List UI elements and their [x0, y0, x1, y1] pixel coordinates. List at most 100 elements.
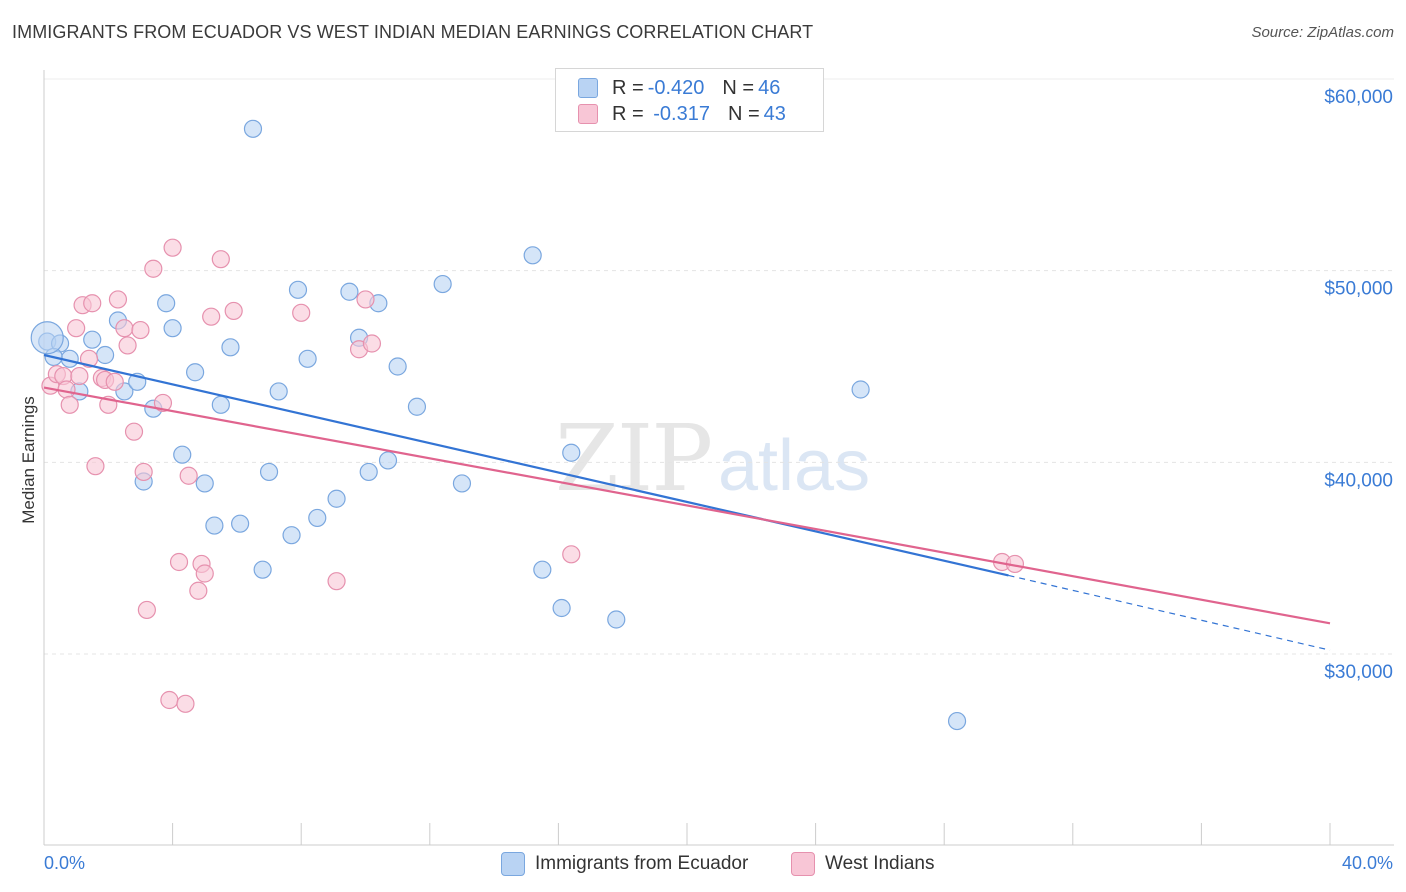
ecuador-point: [552, 598, 571, 618]
ecuador-point: [433, 274, 452, 294]
ecuador-point: [205, 516, 224, 535]
n-label: N =: [727, 102, 760, 125]
ecuador-point: [163, 319, 182, 338]
ecuador-point: [243, 119, 263, 138]
ecuador-point: [173, 445, 192, 464]
westindian-point: [292, 303, 311, 322]
stats-legend-row-ecuador: R = -0.420 N = 46: [578, 76, 780, 100]
ecuador-point: [253, 560, 272, 579]
ecuador-point: [407, 397, 427, 416]
westindian-point: [86, 457, 105, 476]
westindian-point: [224, 301, 243, 321]
ecuador-point: [195, 474, 214, 493]
westindian-point: [211, 250, 230, 269]
ecuador-point: [269, 382, 288, 401]
westindian-point: [356, 290, 375, 309]
ecuador-point: [30, 321, 64, 355]
westindian-point: [124, 422, 144, 441]
ecuador-point: [533, 560, 552, 579]
westindian-point: [79, 349, 99, 368]
ecuador-point: [308, 508, 327, 528]
trend-lines: [43, 353, 1331, 651]
ecuador-swatch-icon: [578, 78, 598, 98]
r-label: R =: [612, 76, 644, 99]
legend-item-ecuador: Immigrants from Ecuador: [501, 852, 748, 876]
watermark-atlas: atlas: [718, 426, 871, 506]
westindian-point: [179, 466, 198, 485]
westindian-point: [202, 307, 221, 326]
legend-label-ecuador: Immigrants from Ecuador: [535, 853, 749, 874]
watermark-zip: ZIP: [555, 405, 713, 512]
westindian-point: [137, 600, 156, 620]
westindian-point: [67, 319, 86, 338]
westindian-point: [108, 290, 128, 309]
grid-lines: [44, 78, 1394, 655]
westindian-point: [83, 294, 102, 313]
y-tick-label: $40,000: [1324, 470, 1393, 491]
ecuador-point: [221, 338, 240, 357]
stats-legend-row-westindian: R = -0.317 N = 43: [578, 102, 786, 126]
westindian-point: [195, 564, 214, 583]
axes: [43, 70, 1394, 846]
ecuador-point: [523, 246, 542, 265]
ecuador-point: [327, 489, 346, 508]
ecuador-point: [388, 357, 407, 376]
westindian-point: [115, 319, 134, 338]
x-tick-label: 40.0%: [1342, 853, 1393, 873]
ecuador-point: [359, 462, 378, 482]
n-value: 46: [758, 76, 781, 99]
westindian-point: [60, 395, 79, 414]
westindian-point: [163, 238, 182, 257]
ecuador-point: [282, 526, 301, 545]
y-tick-label: $30,000: [1324, 662, 1393, 683]
source-label: Source: ZipAtlas.com: [1251, 24, 1394, 41]
n-label: N =: [722, 76, 755, 99]
westindian-point: [189, 581, 208, 600]
westindian-swatch-icon: [578, 104, 598, 124]
westindian-point: [70, 366, 89, 386]
ecuador-trend-line: [43, 353, 1009, 577]
ecuador-point: [231, 514, 250, 533]
westindian-point: [134, 462, 153, 482]
series-legend: Immigrants from Ecuador West Indians: [0, 852, 1406, 878]
n-value: 43: [763, 102, 786, 125]
ecuador-point: [157, 294, 176, 313]
r-value: -0.317: [647, 102, 710, 125]
ecuador-point: [186, 363, 205, 382]
westindian-point: [327, 572, 346, 591]
y-tick-label: $50,000: [1324, 279, 1393, 300]
ecuador-point: [851, 380, 870, 399]
y-axis-label: Median Earnings: [19, 396, 38, 524]
stats-legend: R = -0.420 N = 46 R = -0.317 N = 43: [555, 68, 824, 132]
r-label: R =: [612, 102, 644, 125]
legend-label-westindian: West Indians: [825, 853, 935, 874]
y-tick-label: $60,000: [1324, 87, 1393, 108]
ecuador-point: [340, 282, 359, 301]
westindian-trend-line: [43, 386, 1331, 625]
legend-item-westindian: West Indians: [791, 852, 934, 876]
ecuador-trend-extension: [1008, 574, 1331, 651]
r-value: -0.420: [647, 76, 705, 99]
westindian-point: [562, 545, 581, 564]
ecuador-point: [947, 711, 967, 731]
westindian-point: [131, 320, 150, 340]
tick-labels: $30,000 $40,000 $50,000 $60,000 0.0% 40.0% Med…: [19, 87, 1393, 873]
ecuador-point: [211, 395, 230, 414]
westindian-point: [362, 334, 382, 353]
westindian-point: [169, 552, 189, 572]
ecuador-point: [452, 474, 472, 493]
ecuador-point: [607, 610, 626, 629]
westindian-point: [176, 694, 195, 713]
ecuador-point: [83, 330, 102, 349]
data-points: [30, 119, 1025, 731]
ecuador-point: [298, 349, 317, 368]
ecuador-swatch-icon: [501, 852, 525, 876]
ecuador-point: [562, 443, 581, 462]
ecuador-point: [288, 280, 308, 299]
chart-title: IMMIGRANTS FROM ECUADOR VS WEST INDIAN M…: [12, 22, 814, 42]
westindian-point: [153, 393, 173, 413]
westindian-point: [105, 372, 124, 391]
x-tick-label: 0.0%: [44, 853, 85, 873]
westindian-point: [118, 336, 137, 355]
